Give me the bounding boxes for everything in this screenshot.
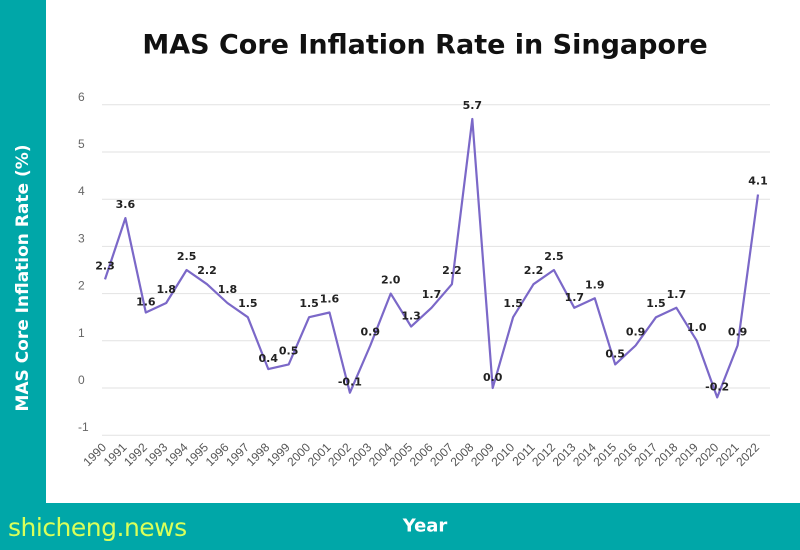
data-label: 1.0 [687, 321, 707, 334]
series-line-path [103, 117, 760, 399]
y-tick-label: 1 [78, 326, 85, 340]
data-label: 2.2 [197, 264, 217, 277]
x-tick-label: 2022 [733, 440, 762, 469]
y-tick-label: 5 [78, 137, 85, 151]
data-labels: 2.33.61.61.82.52.21.81.50.40.51.5 1.6-0.1… [95, 99, 768, 393]
data-label: 4.1 [748, 174, 768, 187]
data-label: 1.8 [218, 283, 238, 296]
data-label: 2.5 [544, 250, 564, 263]
data-label: 1.6 [136, 295, 156, 308]
data-label: 0.9 [626, 326, 646, 339]
data-label: 1.7 [565, 291, 585, 304]
data-label: 1.5 [238, 297, 258, 310]
y-tick-labels: -1 0 1 2 3 4 5 6 [78, 90, 89, 434]
data-label: 0.9 [728, 326, 748, 339]
data-label: 1.7 [422, 288, 442, 301]
data-label: 1.5 [646, 297, 666, 310]
data-label: -0.2 [705, 380, 729, 393]
grid-lines [102, 104, 770, 436]
data-label: 5.7 [463, 99, 483, 112]
data-label: 1.8 [156, 283, 176, 296]
y-tick-label: 4 [78, 184, 85, 198]
data-label: 1.7 [667, 288, 687, 301]
data-label: 2.2 [442, 264, 462, 277]
x-tick-labels: 1990199119921993199419951996199719981999… [80, 440, 762, 469]
data-label: 1.3 [401, 310, 421, 323]
data-label: 0.4 [259, 352, 279, 365]
y-tick-label: 3 [78, 231, 85, 245]
series-line [103, 117, 760, 399]
data-label: 2.5 [177, 250, 197, 263]
data-label: 2.2 [524, 264, 544, 277]
y-tick-label: -1 [78, 420, 89, 434]
data-label: 0.0 [483, 371, 503, 384]
y-tick-label: 6 [78, 90, 85, 104]
data-label: 1.9 [585, 278, 605, 291]
watermark-logo: shicheng.news [8, 513, 187, 542]
chart-title: MAS Core Inflation Rate in Singapore [142, 29, 708, 61]
bottom-band [0, 503, 800, 550]
data-label: 2.0 [381, 274, 401, 287]
x-axis-label: Year [402, 515, 448, 537]
y-tick-label: 0 [78, 373, 85, 387]
data-label: 3.6 [116, 198, 136, 211]
data-label: 1.5 [299, 297, 319, 310]
left-band [0, 0, 46, 550]
data-label: 1.6 [320, 292, 340, 305]
data-label: 0.9 [361, 326, 381, 339]
data-label: 1.5 [503, 297, 523, 310]
y-tick-label: 2 [78, 279, 85, 293]
data-label: 2.3 [95, 259, 115, 272]
data-label: -0.1 [338, 376, 362, 389]
data-label: 0.5 [279, 344, 299, 357]
data-label: 0.5 [605, 347, 625, 360]
